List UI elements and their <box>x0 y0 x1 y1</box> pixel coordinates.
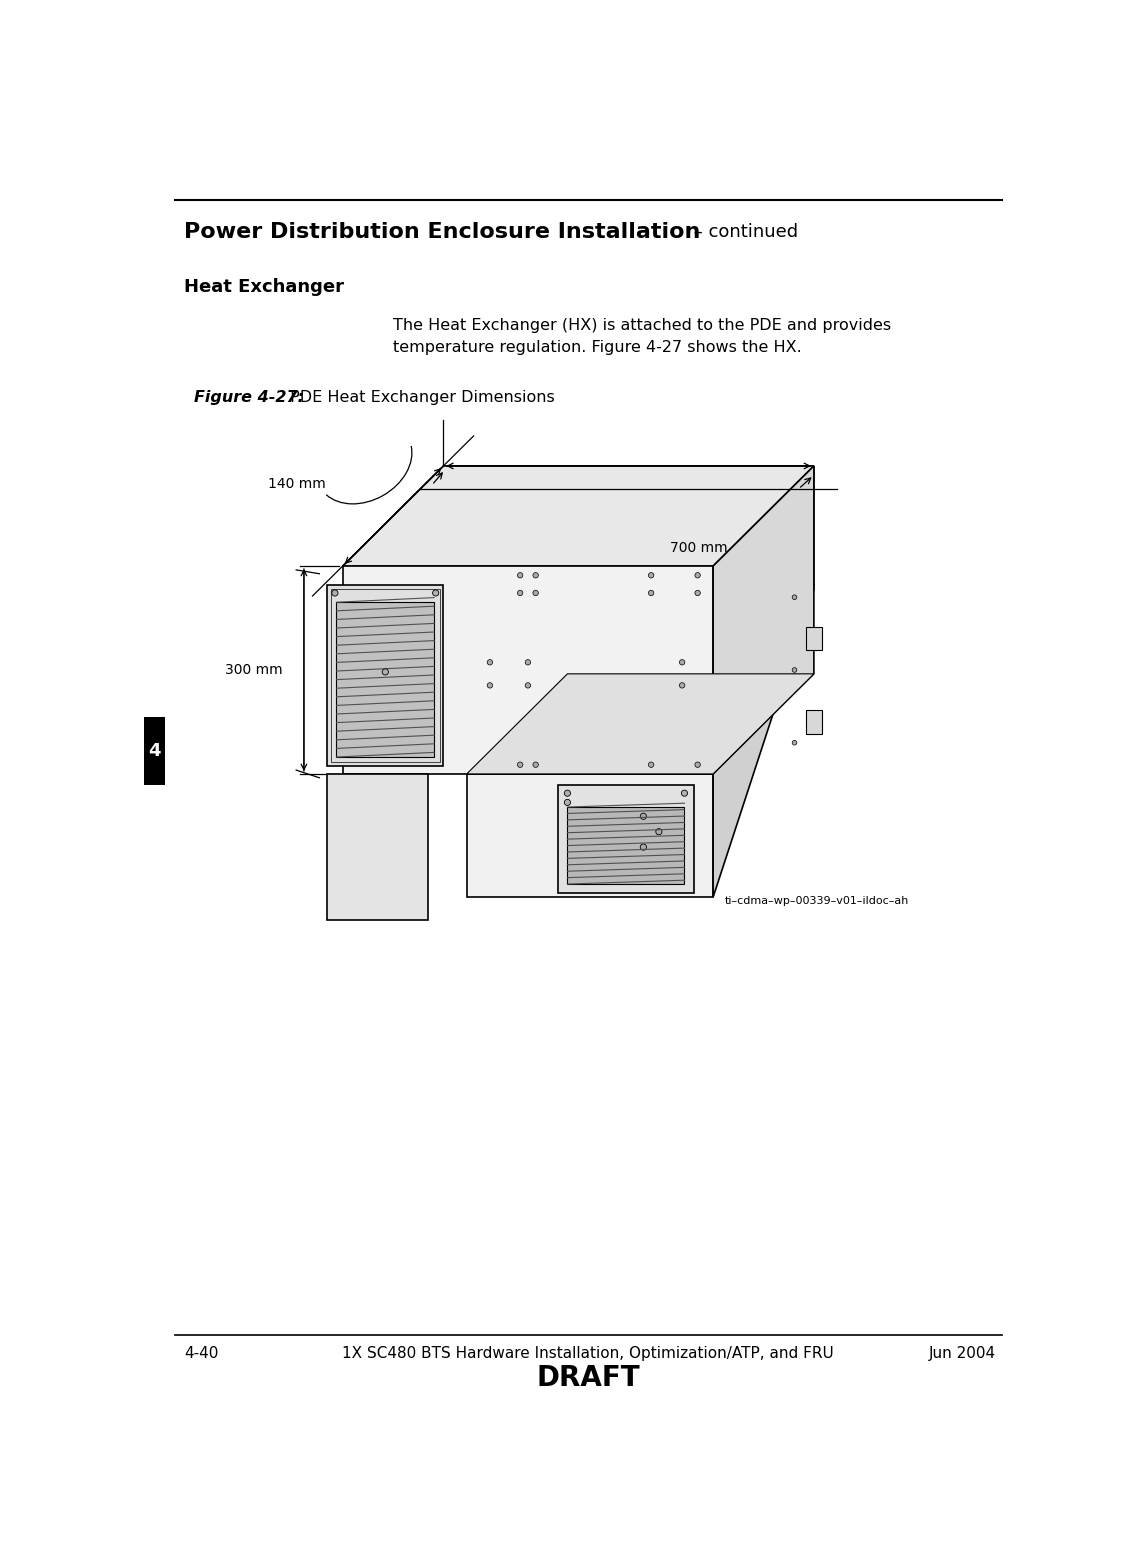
Circle shape <box>533 761 538 768</box>
Circle shape <box>525 683 530 688</box>
Circle shape <box>680 683 685 688</box>
Bar <box>144 718 165 785</box>
Circle shape <box>649 573 654 577</box>
Circle shape <box>518 761 522 768</box>
Circle shape <box>487 683 492 688</box>
Circle shape <box>695 761 700 768</box>
Circle shape <box>533 573 538 577</box>
Text: Heat Exchanger: Heat Exchanger <box>184 278 343 296</box>
Polygon shape <box>558 786 693 894</box>
Bar <box>567 807 684 885</box>
Circle shape <box>565 799 571 805</box>
Circle shape <box>680 660 685 665</box>
Circle shape <box>525 660 530 665</box>
Text: The Heat Exchanger (HX) is attached to the PDE and provides: The Heat Exchanger (HX) is attached to t… <box>393 318 891 334</box>
Circle shape <box>695 590 700 596</box>
Circle shape <box>487 660 492 665</box>
Circle shape <box>565 789 571 796</box>
Circle shape <box>649 590 654 596</box>
Text: – continued: – continued <box>689 223 799 240</box>
Polygon shape <box>467 674 814 774</box>
Text: ti–cdma–wp–00339–v01–ildoc–ah: ti–cdma–wp–00339–v01–ildoc–ah <box>724 895 909 906</box>
Text: PDE Heat Exchanger Dimensions: PDE Heat Exchanger Dimensions <box>285 390 554 404</box>
Circle shape <box>332 590 338 596</box>
Text: 300 mm: 300 mm <box>225 663 282 677</box>
Polygon shape <box>467 774 713 897</box>
Polygon shape <box>713 466 814 774</box>
Polygon shape <box>327 585 443 766</box>
Text: 140 mm: 140 mm <box>267 477 325 491</box>
Circle shape <box>518 590 522 596</box>
Text: 700 mm: 700 mm <box>670 541 728 554</box>
Circle shape <box>792 741 797 746</box>
Circle shape <box>682 789 688 796</box>
Text: temperature regulation. Figure 4-27 shows the HX.: temperature regulation. Figure 4-27 show… <box>393 340 801 354</box>
Polygon shape <box>327 774 428 920</box>
Polygon shape <box>806 627 822 651</box>
Text: 4: 4 <box>148 743 161 760</box>
Bar <box>331 590 440 763</box>
Circle shape <box>641 844 646 850</box>
Circle shape <box>382 669 388 675</box>
Circle shape <box>433 590 439 596</box>
Circle shape <box>649 761 654 768</box>
Polygon shape <box>342 566 713 774</box>
Bar <box>336 602 434 757</box>
Circle shape <box>656 828 662 835</box>
Text: Jun 2004: Jun 2004 <box>929 1346 996 1362</box>
Text: Power Distribution Enclosure Installation: Power Distribution Enclosure Installatio… <box>184 222 700 242</box>
Circle shape <box>792 668 797 672</box>
Circle shape <box>695 573 700 577</box>
Circle shape <box>518 573 522 577</box>
Polygon shape <box>806 710 822 733</box>
Text: Figure 4-27:: Figure 4-27: <box>194 390 304 404</box>
Circle shape <box>533 590 538 596</box>
Circle shape <box>641 813 646 819</box>
Circle shape <box>792 594 797 599</box>
Text: 4-40: 4-40 <box>184 1346 218 1362</box>
Polygon shape <box>342 466 814 566</box>
Text: DRAFT: DRAFT <box>536 1365 641 1393</box>
Text: 1X SC480 BTS Hardware Installation, Optimization/ATP, and FRU: 1X SC480 BTS Hardware Installation, Opti… <box>342 1346 835 1362</box>
Polygon shape <box>713 466 814 897</box>
